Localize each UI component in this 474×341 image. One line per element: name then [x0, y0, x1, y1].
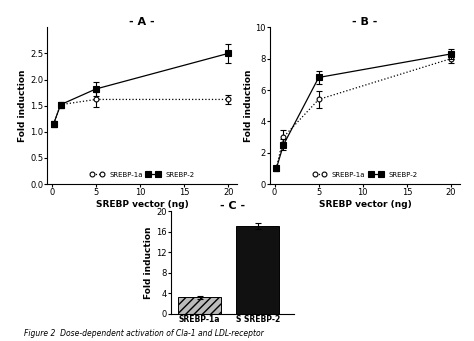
SREBP-2 [273, 166, 279, 170]
SREBP-2 [448, 52, 454, 56]
SREBP-1a [281, 135, 286, 139]
Legend: SREBP-1a, SREBP-2: SREBP-1a, SREBP-2 [87, 169, 198, 181]
SREBP-2 [281, 143, 286, 147]
Line: SREBP-1a: SREBP-1a [51, 97, 231, 127]
SREBP-2 [316, 75, 321, 79]
X-axis label: SREBP vector (ng): SREBP vector (ng) [96, 200, 189, 209]
Text: Figure 2  Dose-dependent activation of Cla-1 and LDL-receptor: Figure 2 Dose-dependent activation of Cl… [24, 329, 264, 338]
SREBP-1a [273, 166, 279, 170]
SREBP-2 [51, 122, 56, 126]
SREBP-2 [93, 87, 99, 91]
Title: - A -: - A - [129, 16, 155, 27]
Bar [236, 226, 279, 314]
SREBP-1a [316, 98, 321, 102]
SREBP-1a [51, 122, 56, 126]
Line: SREBP-2: SREBP-2 [273, 51, 454, 171]
Bar [178, 297, 221, 314]
X-axis label: SREBP vector (ng): SREBP vector (ng) [319, 200, 411, 209]
SREBP-1a [225, 98, 231, 102]
SREBP-2 [225, 51, 231, 56]
Line: SREBP-2: SREBP-2 [51, 51, 231, 127]
SREBP-1a [448, 57, 454, 61]
Y-axis label: Fold induction: Fold induction [244, 70, 253, 142]
SREBP-1a [93, 98, 99, 102]
Line: SREBP-1a: SREBP-1a [274, 56, 454, 171]
Title: - C -: - C - [219, 201, 245, 211]
Title: - B -: - B - [352, 16, 378, 27]
Y-axis label: Fold induction: Fold induction [18, 70, 27, 142]
SREBP-1a [58, 103, 64, 107]
SREBP-2 [58, 103, 64, 107]
Legend: SREBP-1a, SREBP-2: SREBP-1a, SREBP-2 [310, 169, 420, 181]
Y-axis label: Fold induction: Fold induction [144, 226, 153, 299]
